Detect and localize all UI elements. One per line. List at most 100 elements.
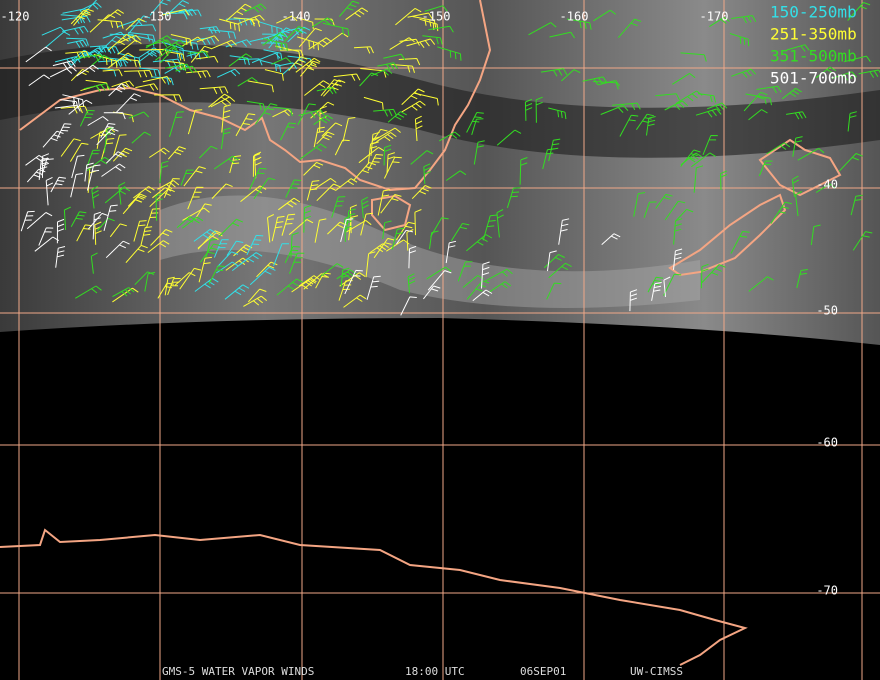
wind-barb <box>701 264 726 283</box>
wind-barb <box>228 53 253 67</box>
wind-barb <box>314 177 337 190</box>
wind-barb <box>423 163 431 184</box>
wind-barb <box>284 246 300 264</box>
wind-barb <box>253 177 276 200</box>
wind-barb <box>345 7 369 21</box>
wind-barb <box>547 250 557 272</box>
wind-barb <box>249 266 276 286</box>
wind-barb <box>145 39 172 48</box>
tasmania-coast <box>371 194 412 232</box>
wind-barb <box>756 85 782 94</box>
wind-barb <box>629 289 638 312</box>
wind-barb <box>473 140 485 165</box>
wind-barb <box>691 152 717 168</box>
wind-barb <box>285 179 302 198</box>
wind-barb <box>709 16 730 28</box>
wind-barb <box>216 68 241 78</box>
wind-barb <box>847 2 871 21</box>
wind-barb <box>128 32 156 43</box>
wind-barb <box>87 116 109 126</box>
wind-barb <box>107 34 133 51</box>
wind-barb <box>137 49 161 63</box>
wind-barb <box>299 143 327 160</box>
wind-barb <box>353 162 376 181</box>
wind-barb <box>38 227 54 246</box>
wind-barb <box>237 77 258 87</box>
wind-barb <box>101 138 115 160</box>
wind-barb <box>106 151 125 164</box>
wind-barb <box>196 55 219 63</box>
wind-barb <box>612 102 641 111</box>
wind-barb <box>543 254 565 269</box>
wind-barb <box>424 5 448 12</box>
wind-barb <box>271 57 292 65</box>
wind-barb <box>70 9 91 25</box>
wind-barb <box>428 25 454 33</box>
wind-barb <box>408 245 417 269</box>
wind-barb <box>617 18 642 39</box>
wind-barb <box>401 88 425 105</box>
wind-barb <box>84 162 94 182</box>
wind-barb <box>216 261 239 274</box>
wind-barb <box>339 0 360 17</box>
wind-barb <box>743 91 768 112</box>
wind-barb <box>506 187 521 209</box>
wind-barb <box>300 60 320 77</box>
longitude-label: -140 <box>282 10 311 24</box>
wind-barb <box>407 12 433 20</box>
wind-barb <box>496 129 522 146</box>
wind-barb <box>680 52 707 62</box>
wind-barb <box>519 157 528 185</box>
wind-barb <box>101 163 126 177</box>
wind-barb <box>281 213 296 236</box>
wind-barb <box>169 111 184 137</box>
wind-barb <box>104 186 131 204</box>
wind-barb <box>413 92 439 106</box>
wind-barb <box>316 131 335 145</box>
wind-barb <box>69 142 89 162</box>
wind-barb <box>159 160 169 184</box>
wind-barb <box>186 70 211 79</box>
wind-barbs <box>20 0 880 316</box>
wind-barb <box>157 282 174 299</box>
wind-barb <box>360 212 373 236</box>
wind-barb <box>41 26 66 36</box>
wind-barb <box>233 17 261 27</box>
wind-barb <box>437 46 462 61</box>
wind-barb <box>366 275 381 300</box>
wind-barb <box>411 185 432 200</box>
wind-barb <box>295 57 321 73</box>
wind-barb <box>373 108 398 117</box>
wind-barb <box>276 62 298 70</box>
wind-barb <box>246 234 264 256</box>
wind-barb <box>373 127 401 141</box>
wind-barb <box>176 216 197 228</box>
wind-barb <box>193 228 217 242</box>
wind-barb <box>90 127 116 139</box>
wind-barb <box>102 69 123 77</box>
wind-barb <box>149 147 170 158</box>
longitude-label: -120 <box>1 10 30 24</box>
wind-barb <box>111 80 135 90</box>
wind-barb <box>446 170 467 181</box>
wind-barb <box>342 117 356 142</box>
wind-barb <box>135 83 159 91</box>
wind-barb <box>528 22 557 36</box>
wind-barb <box>450 223 470 242</box>
wind-barb <box>154 47 179 61</box>
wind-barb <box>213 239 229 258</box>
wind-barb <box>205 238 218 258</box>
wind-barb <box>730 231 750 254</box>
longitude-label: -130 <box>143 10 172 24</box>
wind-barb <box>264 69 284 81</box>
wind-barb <box>216 251 239 268</box>
wind-barb <box>163 178 180 198</box>
wind-barb <box>566 18 592 30</box>
wind-barb <box>267 214 275 243</box>
wind-barb <box>407 273 416 294</box>
wind-barb <box>87 212 109 230</box>
wind-barb <box>152 58 182 67</box>
wind-barb <box>161 39 186 53</box>
legend-entry: 150-250mb <box>770 3 857 22</box>
wind-barb <box>472 289 493 302</box>
